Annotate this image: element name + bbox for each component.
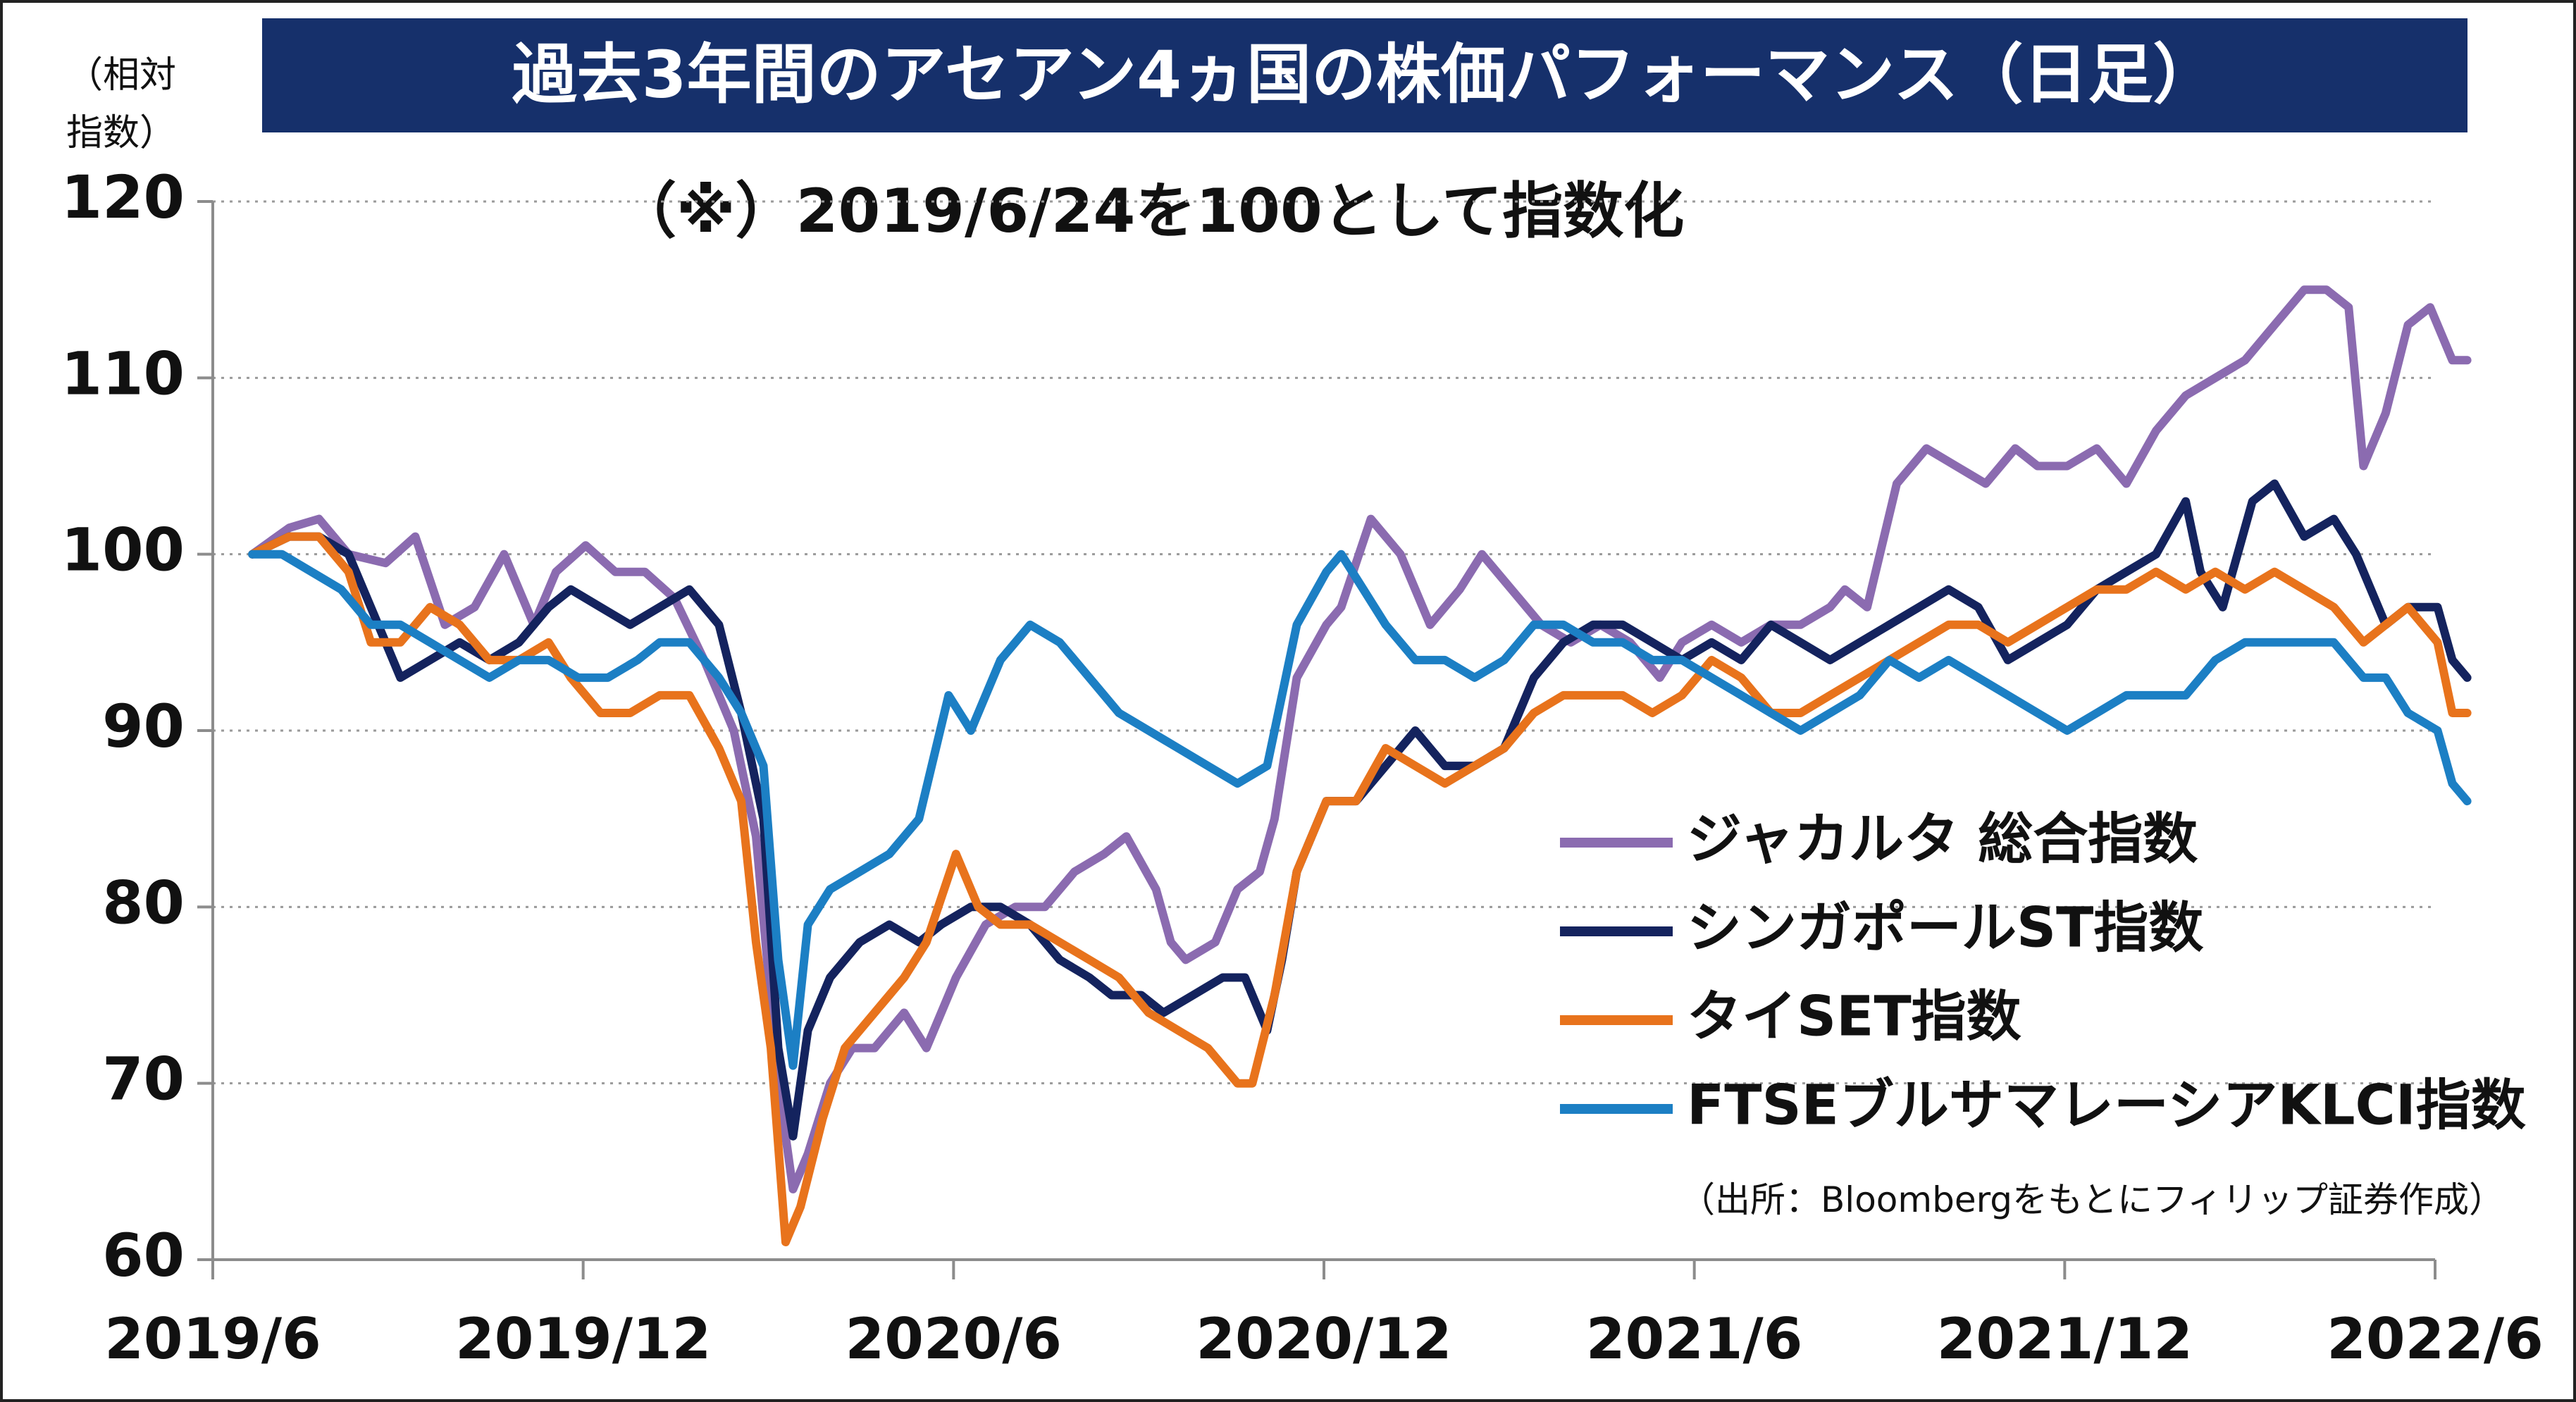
x-tick-label-0: 2019/6 <box>104 1306 321 1372</box>
title-banner <box>262 18 2467 132</box>
x-tick-label-1: 2019/12 <box>455 1306 711 1372</box>
chart-title: 過去3年間のアセアン4ヵ国の株価パフォーマンス（日足） <box>512 37 2218 112</box>
x-tick-label-3: 2020/12 <box>1196 1306 1451 1372</box>
y-axis-label-line1: （相対 <box>66 54 176 97</box>
legend-label-1: シンガポールST指数 <box>1687 896 2203 960</box>
y-tick-label-60: 60 <box>102 1221 185 1290</box>
series-line-3 <box>248 550 2472 1070</box>
series-line-2 <box>248 532 2472 1246</box>
y-axis-label-line2: 指数） <box>66 112 176 154</box>
line-chart: 過去3年間のアセアン4ヵ国の株価パフォーマンス（日足） （相対 指数） （※）2… <box>61 18 2544 1372</box>
x-tick-label-6: 2022/6 <box>2327 1306 2544 1372</box>
x-tick-label-5: 2021/12 <box>1937 1306 2193 1372</box>
series-lines <box>248 285 2472 1246</box>
axes <box>197 200 2436 1279</box>
y-tick-label-120: 120 <box>61 163 185 232</box>
y-tick-label-90: 90 <box>102 692 185 761</box>
legend-label-0: ジャカルタ 総合指数 <box>1687 807 2198 871</box>
x-tick-label-4: 2021/6 <box>1586 1306 1803 1372</box>
y-tick-label-70: 70 <box>102 1045 185 1114</box>
y-tick-label-80: 80 <box>102 868 185 937</box>
source-note: （出所：Bloombergをもとにフィリップ証券作成） <box>1680 1179 2504 1220</box>
series-line-0 <box>248 285 2472 1193</box>
tick-labels: 60 70 80 90 100 110 120 2019/6 2019/12 2020/6 2020… <box>61 163 2544 1372</box>
legend-label-2: タイSET指数 <box>1687 985 2021 1048</box>
y-tick-label-110: 110 <box>61 339 185 408</box>
legend-label-3: FTSEブルサマレーシアKLCI指数 <box>1687 1074 2526 1137</box>
y-tick-label-100: 100 <box>61 516 185 585</box>
x-tick-label-2: 2020/6 <box>846 1306 1063 1372</box>
chart-note: （※）2019/6/24を100として指数化 <box>616 176 1684 247</box>
